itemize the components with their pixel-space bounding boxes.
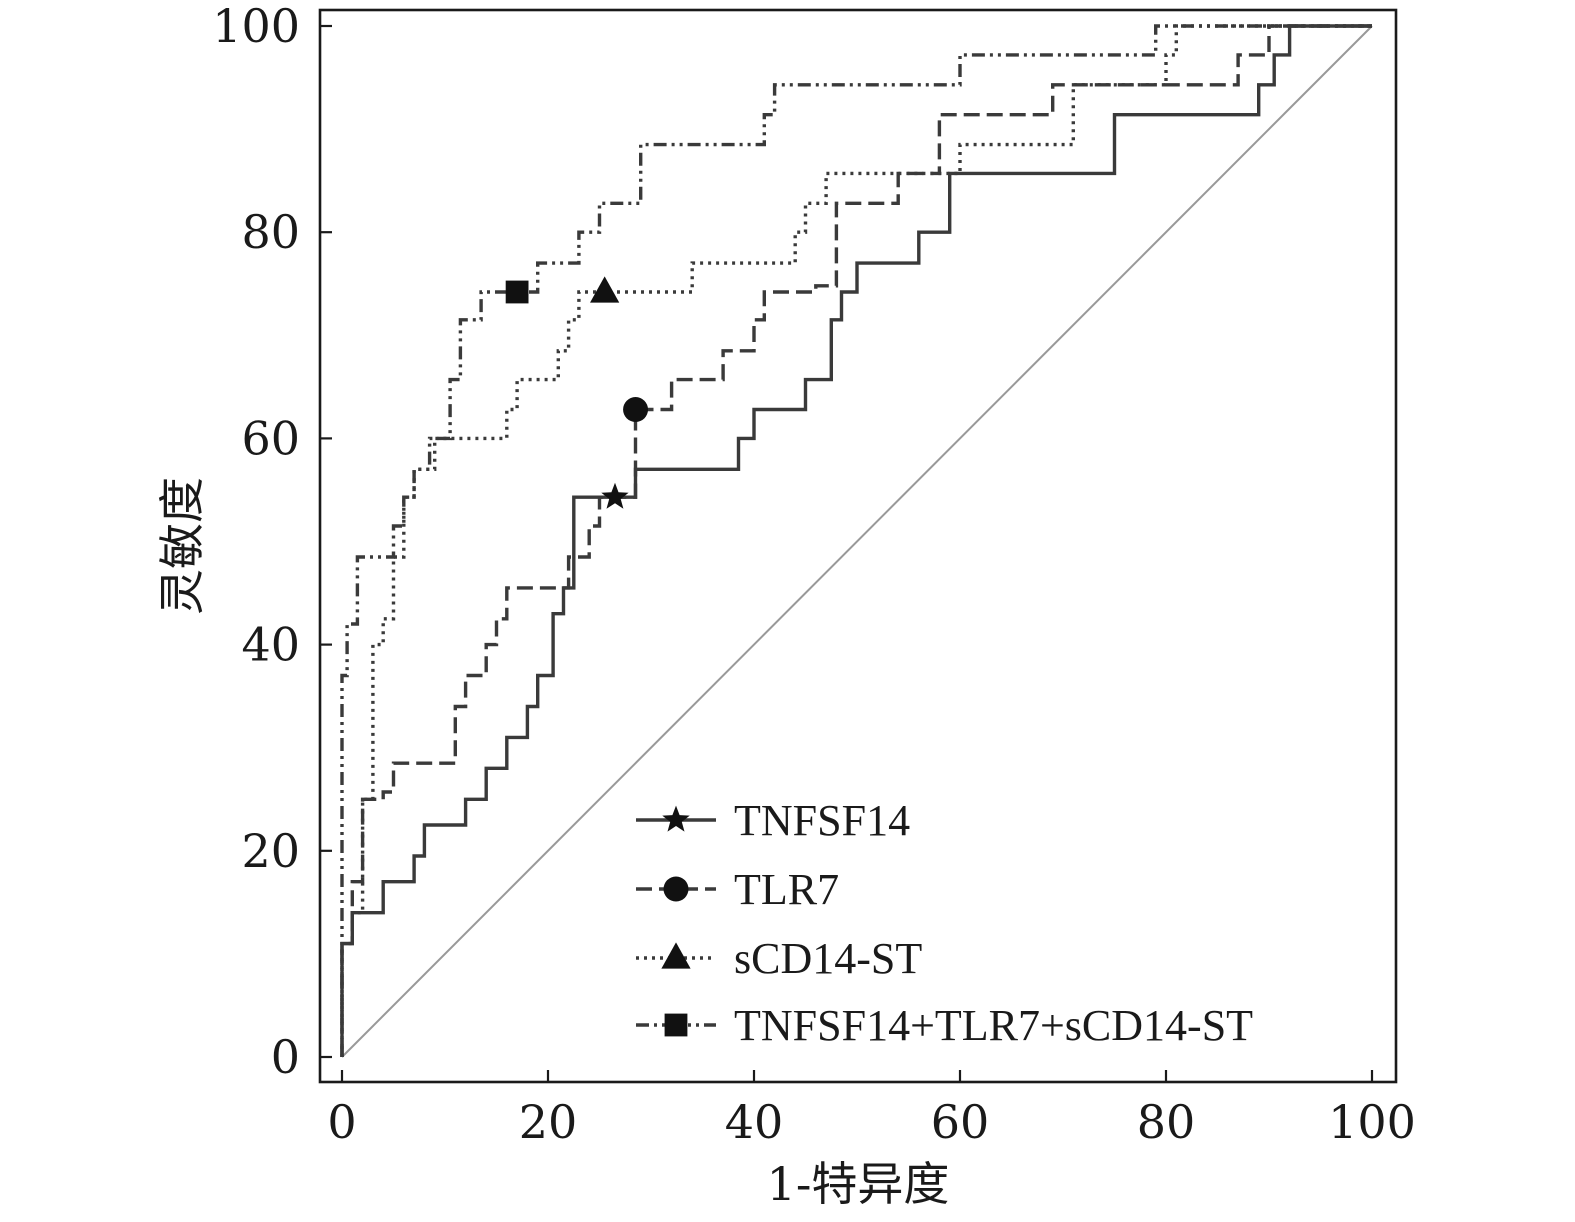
y-tick-label: 60 <box>241 411 300 465</box>
legend-marker-star <box>662 805 690 832</box>
x-tick-label: 100 <box>1328 1095 1416 1149</box>
plot-frame <box>318 8 1398 1084</box>
cutoff-marker-tlr7 <box>623 397 649 423</box>
y-axis-title: 灵敏度 <box>155 477 209 615</box>
y-tick-label: 80 <box>241 205 300 259</box>
x-axis-title: 1-特异度 <box>767 1157 950 1211</box>
x-tick-label: 80 <box>1137 1095 1196 1149</box>
cutoff-marker-tnfsf14-tlr7-scd14-st <box>505 280 529 304</box>
cutoff-marker-scd14-st <box>590 276 620 303</box>
legend-label: TLR7 <box>734 865 839 914</box>
axes: 0 20 40 60 80 100 0 20 40 60 80 100 <box>212 0 1416 1149</box>
legend-marker-square <box>664 1013 688 1037</box>
legend: TNFSF14 TLR7 sCD14-ST TNFSF14+TLR7+sCD14-ST <box>636 796 1253 1050</box>
x-tick-label: 40 <box>725 1095 784 1149</box>
y-tick-label: 40 <box>241 618 300 672</box>
x-tick-label: 60 <box>931 1095 990 1149</box>
series-line-tnfsf14-tlr7-scd14-st <box>340 24 1372 1057</box>
y-tick-label: 100 <box>212 0 300 53</box>
series-line-tlr7 <box>340 24 1372 1057</box>
reference-diagonal-line <box>341 25 1373 1058</box>
legend-label: TNFSF14 <box>734 796 910 845</box>
legend-item-scd14-st: sCD14-ST <box>636 934 922 983</box>
legend-marker-circle <box>663 876 689 902</box>
y-tick-label: 0 <box>271 1030 300 1084</box>
plot-area <box>340 24 1373 1058</box>
legend-label: sCD14-ST <box>734 934 922 983</box>
legend-item-tnfsf14: TNFSF14 <box>636 796 910 845</box>
x-tick-label: 20 <box>519 1095 578 1149</box>
legend-label: TNFSF14+TLR7+sCD14-ST <box>734 1001 1253 1050</box>
x-tick-label: 0 <box>327 1095 356 1149</box>
legend-item-tlr7: TLR7 <box>636 865 839 914</box>
y-tick-label: 20 <box>241 824 300 878</box>
cutoff-marker-tnfsf14 <box>601 482 629 509</box>
legend-item-tnfsf14-tlr7-scd14-st: TNFSF14+TLR7+sCD14-ST <box>636 1001 1253 1050</box>
legend-marker-triangle <box>661 942 691 969</box>
series-line-scd14-st <box>340 24 1372 1057</box>
